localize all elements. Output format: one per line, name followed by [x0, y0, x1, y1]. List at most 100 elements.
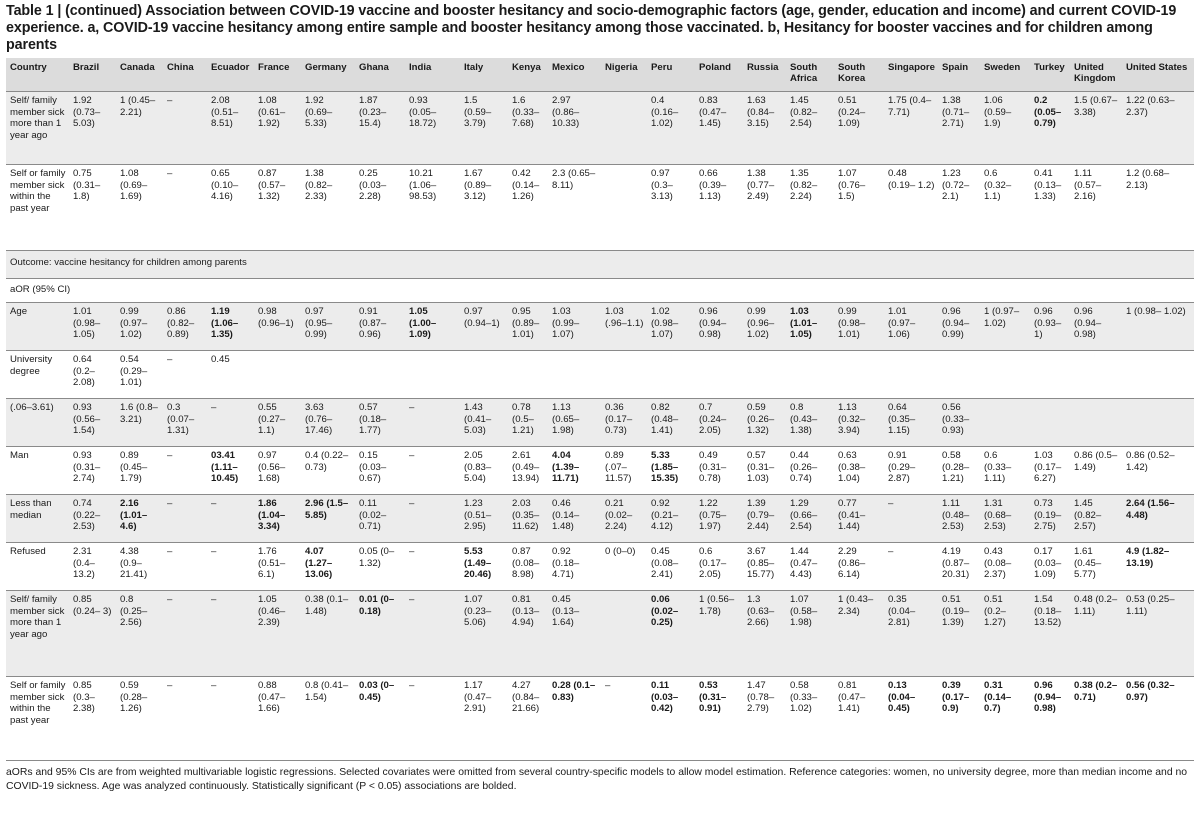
header-country-name: Italy: [460, 58, 508, 92]
table-cell: 0.99 (0.98– 1.01): [834, 302, 884, 351]
table-cell: –: [405, 398, 460, 447]
table-cell: 1.92 (0.73– 5.03): [69, 91, 116, 165]
header-country-name: Turkey: [1030, 58, 1070, 92]
table-cell: 0.57 (0.18– 1.77): [355, 398, 405, 447]
table-cell: 1.17 (0.47– 2.91): [464, 680, 492, 715]
significant-value: 0.56 (0.32– 0.97): [1126, 680, 1175, 703]
table-cell: 2.97 (0.86– 10.33): [548, 91, 601, 165]
table-cell: [1070, 351, 1122, 399]
table-cell: [1030, 351, 1070, 399]
table-cell: 0.45: [211, 354, 230, 365]
table-cell: 0.73 (0.19– 2.75): [1030, 494, 1070, 543]
header-country-name: India: [405, 58, 460, 92]
table-cell: [1070, 398, 1122, 447]
table-cell: 0.41 (0.13– 1.33): [1034, 168, 1062, 203]
table-cell-significant: 4.07 (1.27– 13.06): [301, 543, 355, 591]
table-cell: [647, 351, 695, 399]
table-cell: –: [207, 398, 254, 447]
table-cell: [695, 351, 743, 399]
table-cell: 0.91 (0.87– 0.96): [355, 302, 405, 351]
significant-value: 1.86 (1.04– 3.34): [258, 498, 286, 533]
table-row: University degree 0.64 (0.2– 2.08) 0.54 (0…: [6, 350, 1194, 399]
header-country-name: Germany: [301, 58, 355, 92]
table-row: Self/ family member sick more than 1 yea…: [6, 590, 1194, 677]
table-cell: [601, 165, 647, 251]
table-cell: 4.19 (0.87– 20.31): [942, 546, 970, 581]
significant-value: 5.33 (1.85– 15.35): [651, 450, 679, 485]
table-cell-significant: 0.38 (0.2– 0.71): [1070, 677, 1122, 761]
header-country: Country: [6, 58, 69, 92]
table-cell: 1.6 (0.8– 3.21): [116, 398, 163, 447]
table-cell: 1.63 (0.84– 3.15): [743, 91, 786, 165]
table-cell-significant: 4.04 (1.39– 11.71): [548, 447, 601, 495]
table-cell: 0.45 (0.08– 2.41): [651, 546, 679, 581]
table-cell: 0.99 (0.97– 1.02): [116, 302, 163, 351]
table-cell: 0.96 (0.94– 0.99): [938, 302, 980, 351]
header-country-name: Poland: [695, 58, 743, 92]
table-cell: 1.5 (0.59– 3.79): [460, 91, 508, 165]
significant-value: 0.53 (0.31– 0.91): [699, 680, 727, 715]
table-cell: 0.66 (0.39– 1.13): [699, 168, 727, 203]
table-cell: [1122, 398, 1194, 447]
significant-value: 0.13 (0.04– 0.45): [888, 680, 916, 715]
table-cell: 0.97 (0.3– 3.13): [651, 168, 673, 203]
table-cell: –: [409, 680, 415, 691]
significant-value: 0.01 (0– 0.18): [359, 594, 395, 617]
table-cell: 2.03 (0.35– 11.62): [508, 494, 548, 543]
table-row: Self or family member sick within the pa…: [6, 164, 1194, 251]
table-cell: [938, 351, 980, 399]
table-row: Age 1.01 (0.98– 1.05) 0.99 (0.97– 1.02) 0.8…: [6, 302, 1194, 351]
table-cell: –: [211, 680, 217, 691]
header-country-name: China: [163, 58, 207, 92]
table-cell: 1.13 (0.32– 3.94): [834, 398, 884, 447]
table-cell: [1122, 351, 1194, 399]
header-row: Country Brazil Canada China Ecuador France Ger…: [6, 58, 1194, 92]
table-footnote: aORs and 95% CIs are from weighted multi…: [6, 767, 1188, 792]
table-cell: 2.08 (0.51– 8.51): [207, 91, 254, 165]
table-cell: 1.08 (0.61– 1.92): [254, 91, 301, 165]
table-row: Less than median 0.74 (0.22– 2.53) 2.16 (1…: [6, 494, 1194, 543]
table-cell: –: [888, 546, 894, 557]
table-cell: 0.81 (0.47– 1.41): [838, 680, 866, 715]
header-country-name: Sweden: [980, 58, 1030, 92]
row-label: Age: [6, 302, 69, 351]
table-cell: 1.07 (0.76– 1.5): [838, 168, 866, 203]
table-cell: 0.87 (0.57– 1.32): [258, 168, 286, 203]
table-cell: –: [605, 680, 611, 691]
table-cell: –: [405, 494, 460, 543]
table-cell: 1.47 (0.78– 2.79): [747, 680, 775, 715]
table-cell: 1.38 (0.82– 2.33): [305, 168, 333, 203]
table-cell: 0.86 (0.52– 1.42): [1126, 450, 1175, 473]
table-cell-significant: 0.53 (0.31– 0.91): [695, 677, 743, 761]
table-cell: 1.11 (0.48– 2.53): [938, 494, 980, 543]
table-cell: 1.2 (0.68– 2.13): [1126, 168, 1170, 191]
table-cell: 1.45 (0.82– 2.57): [1070, 494, 1122, 543]
table-cell-significant: 1.03 (1.01– 1.05): [786, 302, 834, 351]
significant-value: 0.96 (0.94– 0.98): [1034, 680, 1062, 715]
significant-value: 4.07 (1.27– 13.06): [305, 546, 333, 581]
header-country-name: Russia: [743, 58, 786, 92]
significant-value: 5.53 (1.49– 20.46): [464, 546, 492, 581]
table-cell: 1.44 (0.47– 4.43): [790, 546, 818, 581]
table-cell: 0.85 (0.24– 3): [69, 590, 116, 677]
table-cell: 1.07 (0.58– 1.98): [786, 590, 834, 677]
table-cell: 1.23 (0.51– 2.95): [460, 494, 508, 543]
table-body: Self/ family member sick more than 1 yea…: [6, 91, 1194, 761]
table-cell: 0.05 (0– 1.32): [359, 546, 395, 569]
table-cell: 0.64 (0.2– 2.08): [73, 354, 95, 389]
table-cell: –: [405, 590, 460, 677]
table-cell: 0.77 (0.41– 1.44): [834, 494, 884, 543]
table-cell: 0.89 (.07– 11.57): [605, 450, 632, 485]
significant-value: 4.9 (1.82– 13.19): [1126, 546, 1170, 569]
table-cell: 0.8 (0.41– 1.54): [305, 680, 349, 703]
table-row: Self/ family member sick more than 1 yea…: [6, 91, 1194, 165]
table-cell: 0.51 (0.24– 1.09): [834, 91, 884, 165]
header-country-name: Nigeria: [601, 58, 647, 92]
table-cell: 0.3 (0.07– 1.31): [163, 398, 207, 447]
significant-value: 2.16 (1.01– 4.6): [120, 498, 148, 533]
header-country-name: Mexico: [548, 58, 601, 92]
table-cell: 0.17 (0.03– 1.09): [1034, 546, 1062, 581]
table-cell: [460, 351, 508, 399]
row-label: Self/ family member sick more than 1 yea…: [6, 91, 69, 165]
table-cell: 2.05 (0.83– 5.04): [464, 450, 492, 485]
